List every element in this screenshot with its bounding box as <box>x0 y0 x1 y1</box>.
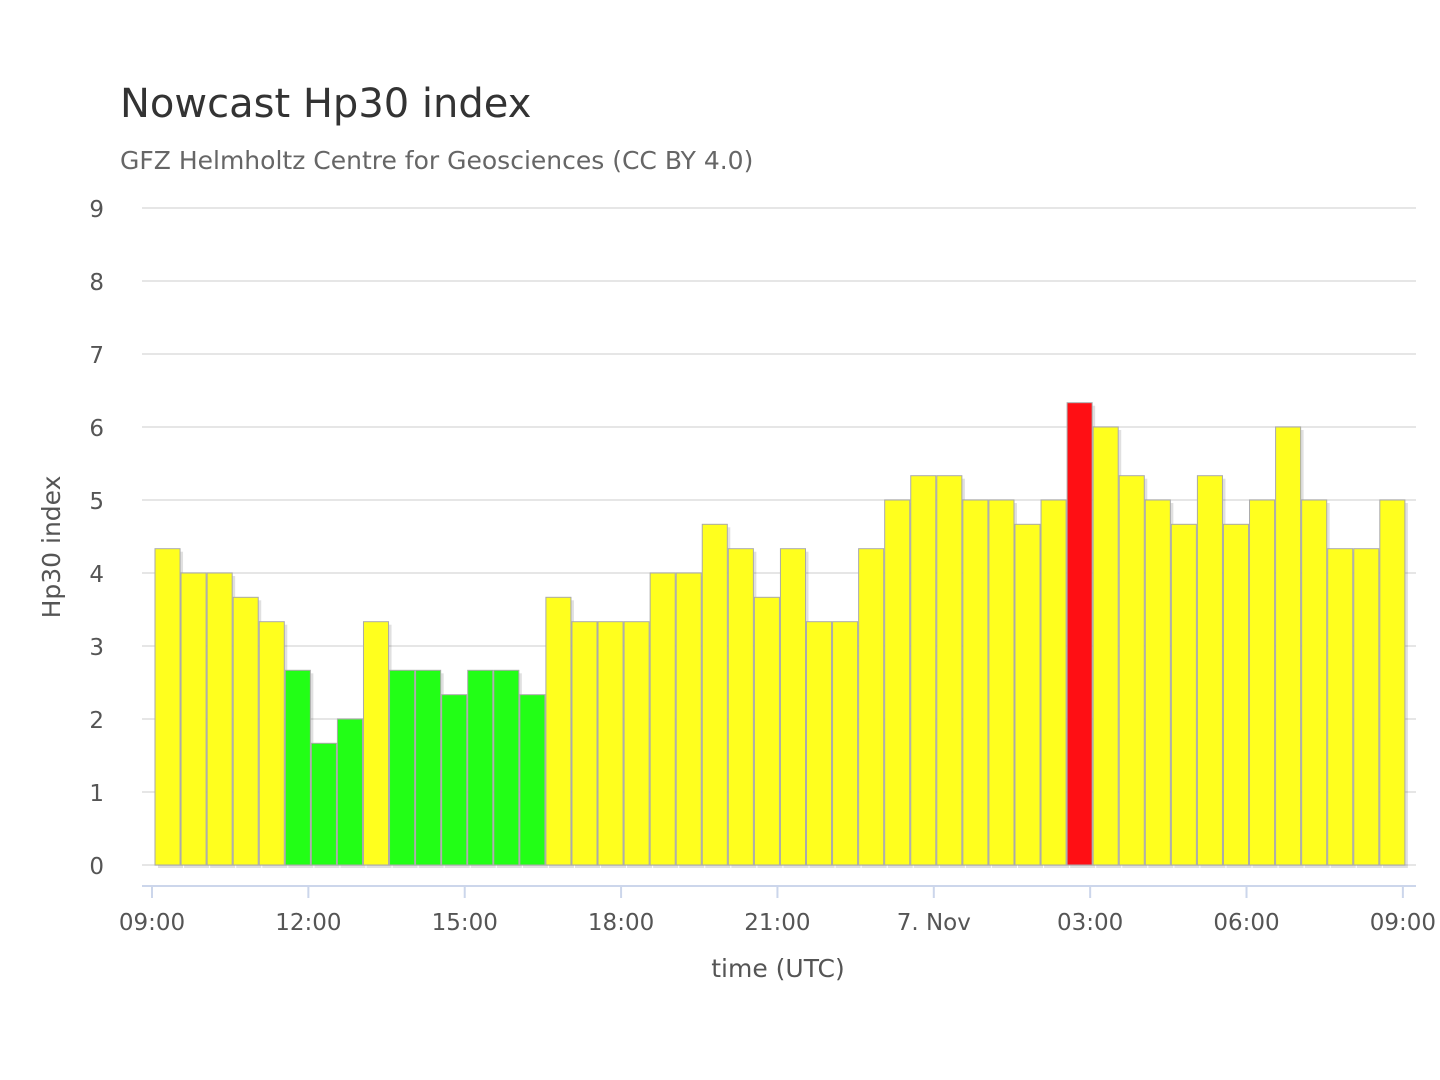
bar-01:30[interactable] <box>1014 523 1041 866</box>
bar-14:30[interactable] <box>441 694 468 866</box>
chart-title: Nowcast Hp30 index <box>120 81 531 127</box>
bar-17:30[interactable] <box>597 621 624 866</box>
bar-19:30[interactable] <box>701 523 728 866</box>
bar-20:30[interactable] <box>753 596 780 866</box>
bar-12:30[interactable] <box>336 718 363 866</box>
bar-22:00[interactable] <box>832 621 859 866</box>
bar-05:00[interactable] <box>1196 475 1223 866</box>
bar-03:30[interactable] <box>1118 475 1145 866</box>
bar-16:00[interactable] <box>519 694 546 866</box>
bar-18:00[interactable] <box>623 621 650 866</box>
bar-02:00[interactable] <box>1040 499 1067 866</box>
y-tick-label: 8 <box>89 270 104 296</box>
y-axis-title: Hp30 index <box>37 476 66 619</box>
bar-18:30[interactable] <box>649 572 676 866</box>
bar-11:00[interactable] <box>258 621 285 866</box>
bar-13:00[interactable] <box>362 621 390 866</box>
y-tick-label: 0 <box>89 854 104 880</box>
y-tick-label: 7 <box>89 343 104 369</box>
bar-16:30[interactable] <box>545 596 572 866</box>
bar-04:30[interactable] <box>1170 523 1197 866</box>
y-tick-label: 9 <box>89 197 104 223</box>
bar-19:00[interactable] <box>675 572 702 866</box>
x-tick-label: 7. Nov <box>897 910 971 936</box>
bar-10:30[interactable] <box>232 596 259 866</box>
x-axis-title: time (UTC) <box>711 954 845 983</box>
bar-06:00[interactable] <box>1249 499 1276 866</box>
bar-06:30[interactable] <box>1275 426 1302 866</box>
y-tick-label: 6 <box>89 416 104 442</box>
x-tick-label: 03:00 <box>1057 910 1123 936</box>
bar-15:30[interactable] <box>493 669 520 866</box>
y-tick-label: 1 <box>89 781 104 807</box>
x-tick-label: 18:00 <box>588 910 654 936</box>
x-tick-label: 12:00 <box>275 910 341 936</box>
bar-17:00[interactable] <box>571 621 598 866</box>
bar-08:30[interactable] <box>1379 499 1406 866</box>
bar-13:30[interactable] <box>389 669 416 866</box>
bar-08:00[interactable] <box>1353 548 1380 866</box>
chart-subtitle: GFZ Helmholtz Centre for Geosciences (CC… <box>120 146 753 175</box>
bar-20:00[interactable] <box>727 548 754 866</box>
bar-01:00[interactable] <box>988 499 1015 866</box>
bar-22:30[interactable] <box>858 548 885 866</box>
x-tick-label: 21:00 <box>744 910 810 936</box>
y-tick-label: 5 <box>89 489 104 515</box>
bar-12:00[interactable] <box>310 742 337 866</box>
bar-00:30[interactable] <box>962 499 989 866</box>
x-tick-label: 09:00 <box>1370 910 1436 936</box>
bar-21:00[interactable] <box>779 548 807 866</box>
bar-04:00[interactable] <box>1144 499 1171 866</box>
x-tick-label: 15:00 <box>432 910 498 936</box>
bar-02:30[interactable] <box>1066 402 1093 866</box>
bar-09:00[interactable] <box>154 548 181 866</box>
x-tick-label: 09:00 <box>119 910 185 936</box>
bar-07:30[interactable] <box>1327 548 1354 866</box>
x-tick-label: 06:00 <box>1213 910 1279 936</box>
bar-11:30[interactable] <box>284 669 311 866</box>
bar-00:00[interactable] <box>936 475 963 866</box>
bar-05:30[interactable] <box>1222 523 1250 866</box>
bar-07:00[interactable] <box>1301 499 1328 866</box>
bar-10:00[interactable] <box>206 572 233 866</box>
bar-09:30[interactable] <box>180 572 207 866</box>
bar-15:00[interactable] <box>467 669 494 866</box>
bar-21:30[interactable] <box>806 621 833 866</box>
bar-23:00[interactable] <box>884 499 911 866</box>
bar-23:30[interactable] <box>910 475 937 866</box>
y-tick-label: 4 <box>89 562 104 588</box>
y-tick-label: 2 <box>89 708 104 734</box>
y-tick-label: 3 <box>89 635 104 661</box>
bar-14:00[interactable] <box>415 669 442 866</box>
bar-03:00[interactable] <box>1092 426 1119 866</box>
